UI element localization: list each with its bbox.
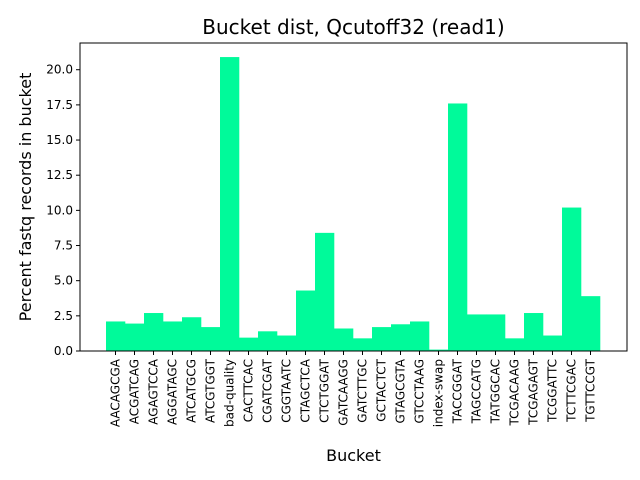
x-tick-label: CTCTGGAT <box>318 358 332 423</box>
x-tick-label: TCGAGAGT <box>527 358 541 425</box>
y-tick-label: 7.5 <box>54 239 73 253</box>
x-tick-label: GATCAAGG <box>337 359 351 426</box>
bar-cacttcac <box>239 337 259 351</box>
bar-cggtaatc <box>277 335 297 351</box>
y-tick-label: 17.5 <box>46 98 73 112</box>
x-tick-label: TAGCCATG <box>470 359 484 424</box>
y-tick-label: 15.0 <box>46 133 73 147</box>
x-axis: AACAGCGA ACGATCAG AGAGTCCA AGGATAGC ATCATGCG… <box>109 351 598 427</box>
bar-gatcttgc <box>353 338 373 351</box>
bar-aacagcga <box>106 321 126 351</box>
bar-atcatgcg <box>182 317 202 351</box>
bar-tgttccgt <box>581 296 601 351</box>
x-tick-label: ACGATCAG <box>128 359 142 424</box>
x-tick-label: AACAGCGA <box>109 358 123 427</box>
bar-aggatagc <box>163 321 183 351</box>
bar-gctactct <box>372 327 392 351</box>
bar-tcttcgac <box>562 207 582 351</box>
bar-ctagctca <box>296 290 316 351</box>
y-tick-label: 10.0 <box>46 203 73 217</box>
x-tick-label: AGAGTCCA <box>147 358 161 425</box>
y-axis-label: Percent fastq records in bucket <box>16 73 35 322</box>
x-tick-label: index-swap <box>432 359 446 427</box>
x-tick-label: TGTTCCGT <box>584 358 598 423</box>
x-tick-label: GTAGCGTA <box>394 358 408 423</box>
bar-bad-quality <box>220 57 240 351</box>
bar-agagtcca <box>144 313 164 351</box>
x-tick-label: GATCTTGC <box>356 359 370 423</box>
x-tick-label: CGATCGAT <box>261 358 275 423</box>
x-tick-label: ATCGTGGT <box>204 358 218 423</box>
y-tick-label: 2.5 <box>54 309 73 323</box>
x-tick-label: CACTTCAC <box>242 359 256 422</box>
x-tick-label: GCTACTCT <box>375 358 389 421</box>
bar-tcgagagt <box>524 313 544 351</box>
bar-acgatcag <box>125 323 145 351</box>
bar-atcgtggt <box>201 327 221 351</box>
bar-tatggcac <box>486 314 506 351</box>
bar-cgatcgat <box>258 331 278 351</box>
x-tick-label: TCTTCGAC <box>565 359 579 423</box>
x-tick-label: CTAGCTCA <box>299 358 313 422</box>
bar-index-swap <box>429 349 449 351</box>
bar-tagccatg <box>467 314 487 351</box>
x-tick-label: TCGGATTC <box>546 359 560 423</box>
bar-ctctggat <box>315 232 335 351</box>
bar-gtcctaag <box>410 321 430 351</box>
y-tick-label: 0.0 <box>54 344 73 358</box>
x-tick-label: TATGGCAC <box>489 359 503 424</box>
x-tick-label: TACCGGAT <box>451 358 465 424</box>
x-tick-label: bad-quality <box>223 359 237 427</box>
y-axis: 0.0 2.5 5.0 7.5 10.0 12.5 15.0 17.5 20.0 <box>46 63 80 358</box>
bar-gatcaagg <box>334 328 354 351</box>
x-tick-label: ATCATGCG <box>185 359 199 423</box>
plot-frame <box>79 42 628 352</box>
x-tick-label: GTCCTAAG <box>413 359 427 424</box>
y-tick-label: 12.5 <box>46 168 73 182</box>
x-axis-label: Bucket <box>326 446 381 465</box>
x-tick-label: AGGATAGC <box>166 359 180 425</box>
bar-tcggattc <box>543 335 563 351</box>
y-tick-label: 20.0 <box>46 63 73 77</box>
x-tick-label: TCGACAAG <box>508 359 522 427</box>
bars-group <box>106 57 601 351</box>
y-tick-label: 5.0 <box>54 274 73 288</box>
x-tick-label: CGGTAATC <box>280 359 294 423</box>
bar-gtagcgta <box>391 324 411 351</box>
bar-taccggat <box>448 103 468 351</box>
bar-tcgacaag <box>505 338 525 351</box>
chart-title: Bucket dist, Qcutoff32 (read1) <box>202 15 504 39</box>
